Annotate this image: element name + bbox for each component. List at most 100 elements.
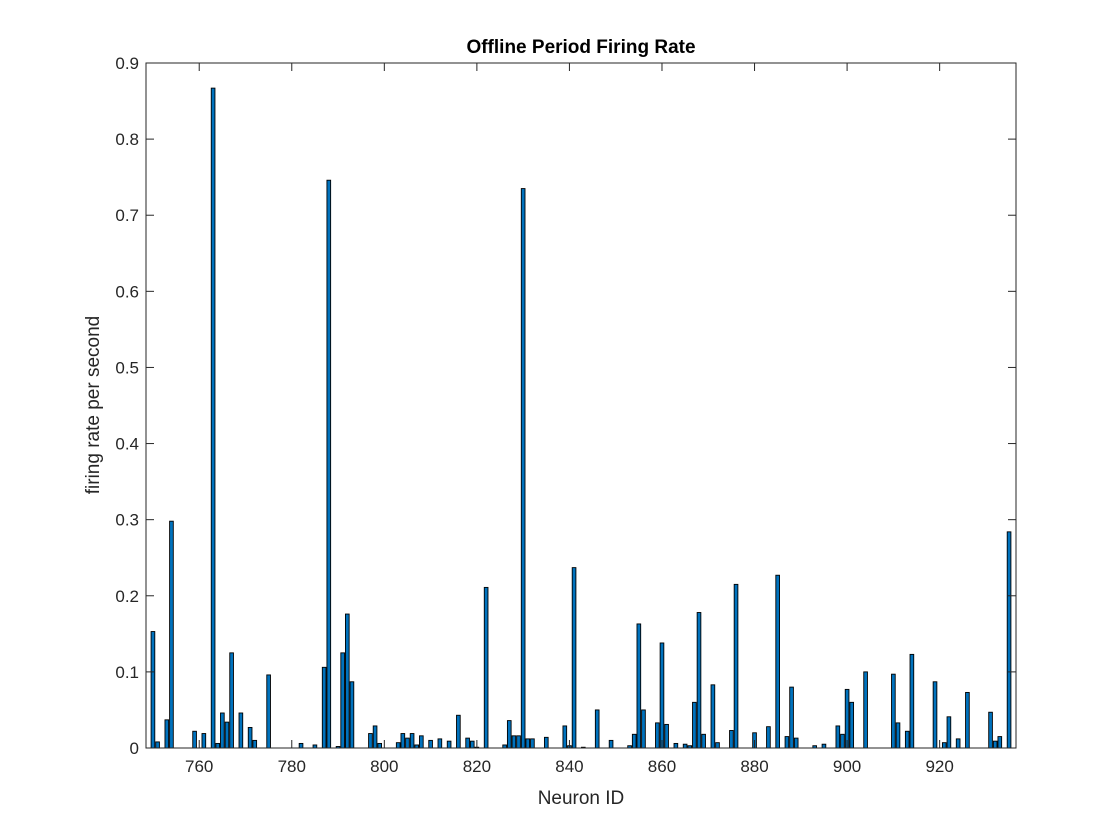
bar-neuron-819: [469, 740, 475, 749]
bar-neuron-810: [428, 739, 433, 749]
bar-neuron-883: [766, 726, 771, 749]
bar-neuron-818: [465, 737, 470, 749]
y-tick-label: 0.4: [115, 435, 139, 454]
bar-neuron-792: [345, 613, 350, 749]
x-tick-label: 800: [370, 757, 398, 776]
y-tick-label: 0.9: [115, 54, 139, 73]
y-axis-ticks: 0 0.1 0.2 0.3 0.4 0.5 0.6 0.7 0.8 0.9: [115, 54, 1016, 758]
y-tick-label: 0.7: [115, 206, 139, 225]
bar-neuron-868: [696, 612, 702, 749]
bar-neuron-860: [659, 642, 665, 749]
bar-neuron-887: [784, 736, 790, 749]
bar-neuron-895: [821, 743, 827, 749]
bar-neuron-775: [266, 674, 271, 749]
x-axis-ticks: 760 780 800 820 840 860 880 900 920: [185, 63, 954, 776]
bar-neuron-856: [641, 709, 646, 749]
y-tick-label: 0.2: [115, 587, 139, 606]
y-tick-label: 0: [130, 739, 139, 758]
y-axis-label: firing rate per second: [83, 316, 104, 495]
bar-neuron-808: [419, 735, 424, 749]
bar-neuron-797: [368, 733, 373, 749]
bar-neuron-888: [789, 686, 794, 749]
bar-neuron-899: [840, 733, 845, 749]
bar-neuron-872: [715, 742, 720, 749]
bar-neuron-919: [932, 681, 938, 749]
x-axis-label: Neuron ID: [538, 788, 625, 809]
bar-neuron-750: [150, 631, 156, 749]
bar-neuron-763: [210, 87, 216, 749]
bar-neuron-913: [904, 730, 910, 749]
bar-neuron-771: [247, 727, 253, 749]
bar-neuron-812: [437, 738, 443, 749]
bar-neuron-914: [909, 653, 915, 749]
bar-neuron-865: [682, 743, 688, 749]
bar-neuron-803: [395, 742, 401, 749]
bar-neuron-759: [192, 730, 197, 749]
x-tick-label: 900: [833, 757, 861, 776]
bar-neuron-911: [895, 722, 901, 749]
plot-frame: [145, 62, 1017, 749]
chart-title: Offline Period Firing Rate: [466, 37, 695, 58]
bar-neuron-922: [946, 716, 952, 749]
bar-neuron-793: [349, 681, 355, 749]
bar-neuron-885: [775, 574, 780, 749]
x-tick-label: 860: [648, 757, 676, 776]
bar-neuron-935: [1006, 531, 1012, 749]
bar-neuron-846: [594, 709, 600, 749]
y-tick-label: 0.1: [115, 663, 139, 682]
x-tick-label: 880: [740, 757, 768, 776]
bar-neuron-753: [164, 719, 170, 749]
y-tick-label: 0.8: [115, 130, 139, 149]
x-tick-label: 920: [925, 757, 953, 776]
bar-neuron-869: [701, 733, 706, 749]
bar-neuron-828: [511, 735, 517, 749]
bar-neuron-835: [543, 736, 549, 749]
bar-neuron-832: [530, 738, 535, 749]
bar-neuron-772: [252, 739, 258, 749]
bar-neuron-900: [844, 688, 850, 749]
bar-neuron-767: [229, 652, 234, 749]
bar-neuron-867: [692, 701, 697, 749]
bar-neuron-751: [155, 741, 160, 749]
bar-neuron-901: [849, 701, 855, 749]
bar-neuron-804: [400, 733, 406, 749]
y-tick-label: 0.3: [115, 511, 139, 530]
bar-neuron-769: [238, 712, 244, 749]
bar-neuron-849: [608, 739, 614, 749]
y-tick-label: 0.5: [115, 358, 139, 377]
bar-neuron-816: [456, 714, 461, 749]
bar-neuron-761: [201, 733, 207, 749]
bar-neuron-806: [409, 733, 415, 749]
x-tick-label: 780: [278, 757, 306, 776]
x-tick-label: 820: [463, 757, 491, 776]
bar-neuron-841: [571, 567, 577, 749]
bar-neuron-791: [340, 652, 345, 749]
bar-neuron-788: [326, 179, 332, 749]
bar-neuron-798: [372, 725, 378, 749]
y-tick-label: 0.6: [115, 282, 139, 301]
bar-neuron-933: [997, 736, 1003, 749]
bar-neuron-839: [562, 725, 568, 749]
x-tick-label: 760: [185, 757, 213, 776]
bar-neuron-799: [377, 742, 383, 749]
bar-neuron-764: [215, 742, 221, 749]
bar-neuron-829: [516, 735, 521, 749]
bar-neuron-876: [733, 583, 739, 749]
bar-neuron-926: [965, 691, 970, 749]
bar-neuron-910: [891, 673, 896, 749]
bar-neuron-765: [220, 712, 225, 749]
bar-neuron-831: [525, 738, 531, 749]
bar-neuron-871: [710, 684, 716, 749]
bar-neuron-931: [988, 711, 993, 749]
bar-neuron-782: [298, 742, 304, 749]
bar-neuron-814: [446, 740, 452, 749]
bar-neuron-830: [520, 188, 526, 749]
bar-neuron-827: [506, 720, 512, 749]
bar-neuron-924: [955, 738, 961, 749]
bar-neuron-889: [793, 737, 799, 749]
bar-neuron-904: [863, 671, 868, 749]
bar-neuron-787: [321, 666, 327, 749]
x-tick-label: 840: [555, 757, 583, 776]
